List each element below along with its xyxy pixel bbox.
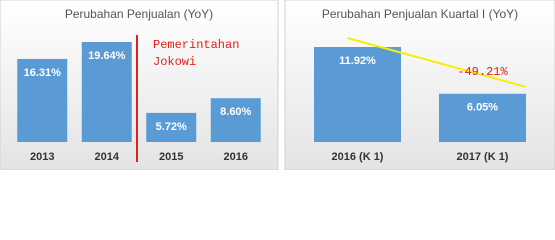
bar xyxy=(17,58,68,142)
data-label: 16.31% xyxy=(24,67,62,79)
annotation: Jokowi xyxy=(153,55,196,69)
x-tick-label: 2013 xyxy=(30,151,54,163)
x-tick-label: 2014 xyxy=(95,151,120,163)
x-tick-label: 2017 (K 1) xyxy=(457,151,509,163)
data-label: 11.92% xyxy=(339,55,376,67)
annotation: Pemerintahan xyxy=(153,38,239,52)
x-tick-label: 2016 (K 1) xyxy=(332,151,384,163)
data-label: 6.05% xyxy=(467,102,498,114)
data-label: 5.72% xyxy=(156,121,187,133)
dashboard: Perubahan Penjualan (YoY) 16.31% 2013 19.64… xyxy=(0,0,555,170)
chart-title: Perubahan Penjualan Kuartal I (YoY) xyxy=(322,7,518,21)
trendline xyxy=(347,37,526,88)
x-tick-label: 2016 xyxy=(224,151,248,163)
bar xyxy=(210,98,261,142)
bar xyxy=(439,93,526,142)
bar xyxy=(146,112,197,142)
data-label: 19.64% xyxy=(88,50,126,62)
data-label: 8.60% xyxy=(220,106,251,118)
chart-title: Perubahan Penjualan (YoY) xyxy=(65,7,213,21)
x-tick-label: 2015 xyxy=(159,151,183,163)
annotation: -49.21% xyxy=(457,65,508,79)
bar xyxy=(314,47,401,142)
bar xyxy=(81,42,132,142)
